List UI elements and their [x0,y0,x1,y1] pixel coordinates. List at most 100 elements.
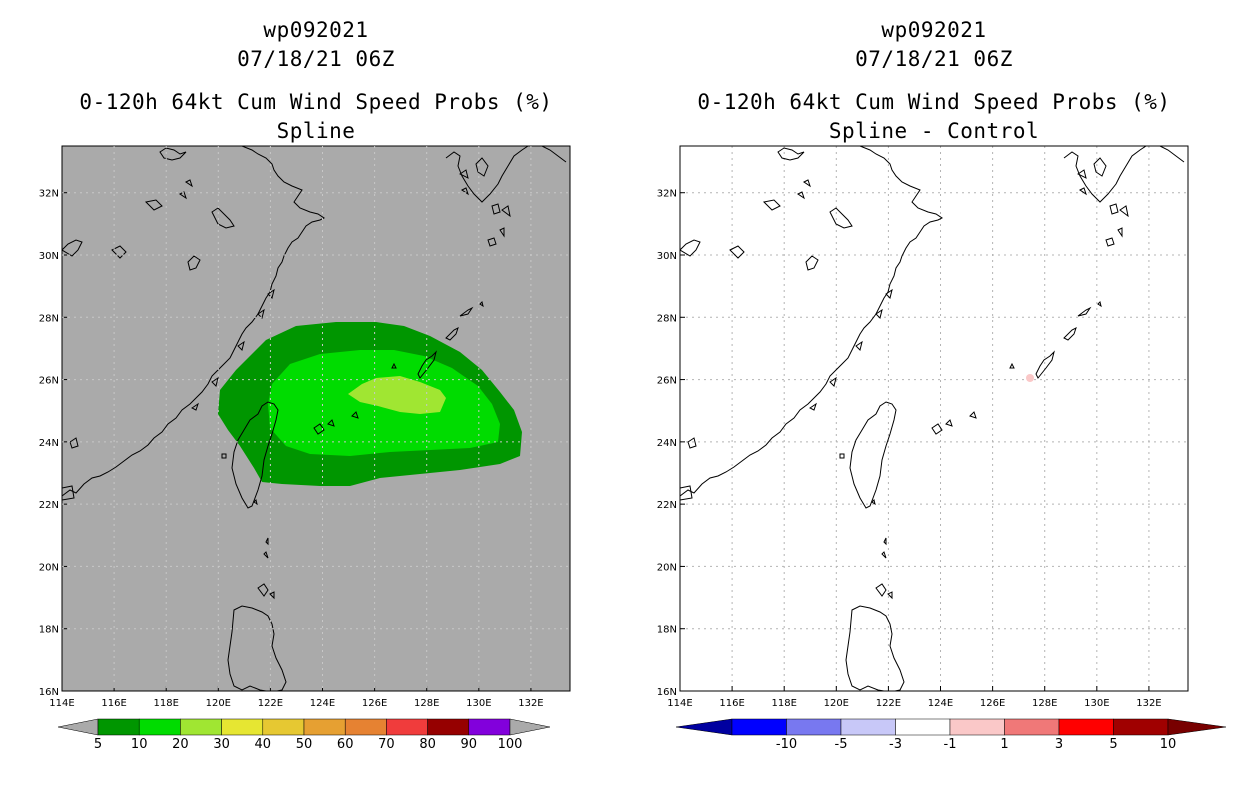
colorbar-swatch [344,718,387,736]
colorbar-swatch [303,718,346,736]
left-datetime: 07/18/21 06Z [237,47,395,71]
colorbar-label: 10 [131,737,148,752]
lon-tick-label: 122E [258,698,283,709]
left-storm-id: wp092021 [263,18,369,42]
colorbar-low-arrow [57,718,99,736]
right-title-block: wp092021 07/18/21 06Z 0-120h 64kt Cum Wi… [680,16,1188,146]
colorbar-label: 70 [378,737,395,752]
colorbar-swatch [949,718,1005,736]
lon-tick-label: 122E [876,698,901,709]
right-storm-id: wp092021 [881,18,987,42]
left-product-title: 0-120h 64kt Cum Wind Speed Probs (%) [79,90,553,114]
right-axis-ticks: 114E 116E 118E 120E 122E 124E 126E 128E 130E 132E… [657,189,1162,709]
colorbar-label: 20 [172,737,189,752]
colorbar-label: -1 [944,737,957,752]
prob-region-20 [348,376,446,414]
lat-tick-label: 22N [39,500,59,511]
lat-tick-label: 26N [657,376,677,387]
right-map-frame [679,145,1189,692]
lat-tick-label: 26N [39,376,59,387]
colorbar-label: -5 [835,737,848,752]
lon-tick-label: 132E [1136,698,1161,709]
colorbar-high-arrow [1167,718,1227,736]
lon-tick-label: 126E [362,698,387,709]
right-map: 114E 116E 118E 120E 122E 124E 126E 128E 130E 132E… [657,145,1189,709]
lat-tick-label: 24N [657,438,677,449]
colorbar-label: 5 [94,737,102,752]
colorbar-label: 30 [213,737,230,752]
left-colorbar: 5 10 20 30 40 50 60 70 80 90 100 [57,718,551,752]
colorbar-swatch [427,718,470,736]
lon-tick-label: 118E [154,698,179,709]
lat-tick-label: 32N [657,189,677,200]
colorbar-swatch [468,718,511,736]
lat-tick-label: 22N [657,500,677,511]
colorbar-swatch [1113,718,1169,736]
left-gridlines [62,146,570,691]
lon-tick-label: 128E [414,698,439,709]
lat-tick-label: 32N [39,189,59,200]
lon-tick-label: 114E [667,698,692,709]
lon-tick-label: 116E [719,698,744,709]
lon-tick-label: 124E [310,698,335,709]
lat-tick-label: 20N [39,562,59,573]
lat-tick-label: 18N [657,625,677,636]
lon-tick-label: 126E [980,698,1005,709]
lon-tick-label: 120E [206,698,231,709]
colorbar-label: 80 [419,737,436,752]
lon-tick-label: 118E [772,698,797,709]
colorbar-swatch [262,718,305,736]
colorbar-swatch [731,718,787,736]
left-axis-ticks: 114E 116E 118E 120E 122E 124E 126E 128E 130E 132E… [39,189,544,709]
colorbar-swatch [138,718,181,736]
colorbar-label: -10 [776,737,797,752]
colorbar-label: 10 [1160,737,1177,752]
right-datetime: 07/18/21 06Z [855,47,1013,71]
lon-tick-label: 130E [1084,698,1109,709]
colorbar-swatch [895,718,951,736]
left-subtitle: Spline [276,119,356,143]
lat-tick-label: 28N [39,313,59,324]
colorbar-label: -3 [889,737,902,752]
colorbar-swatch [97,718,140,736]
lat-tick-label: 28N [657,313,677,324]
lat-tick-label: 16N [39,687,59,698]
lon-tick-label: 124E [928,698,953,709]
lat-tick-label: 18N [39,625,59,636]
right-subtitle: Spline - Control [828,119,1040,143]
lon-tick-label: 120E [824,698,849,709]
lon-tick-label: 114E [49,698,74,709]
left-map-frame [61,145,571,692]
colorbar-swatch [180,718,222,736]
colorbar-swatch [1058,718,1114,736]
colorbar-high-arrow [509,718,551,736]
right-colorbar: -10 -5 -3 -1 1 3 5 10 [675,718,1227,752]
lon-tick-label: 128E [1032,698,1057,709]
lat-tick-label: 20N [657,562,677,573]
right-gridlines [680,146,1188,691]
lon-tick-label: 116E [101,698,126,709]
colorbar-swatch [1004,718,1060,736]
colorbar-swatch [221,718,264,736]
diff-region-1 [1026,374,1034,382]
colorbar-label: 90 [461,737,478,752]
right-product-title: 0-120h 64kt Cum Wind Speed Probs (%) [697,90,1171,114]
lon-tick-label: 132E [518,698,543,709]
right-map-background [680,146,1188,691]
left-title-block: wp092021 07/18/21 06Z 0-120h 64kt Cum Wi… [62,16,570,146]
lat-tick-label: 30N [657,251,677,262]
colorbar-label: 50 [296,737,313,752]
lon-tick-label: 130E [466,698,491,709]
lat-tick-label: 30N [39,251,59,262]
colorbar-low-arrow [675,718,733,736]
lat-tick-label: 24N [39,438,59,449]
colorbar-label: 100 [498,737,523,752]
colorbar-label: 3 [1055,737,1063,752]
left-map: 114E 116E 118E 120E 122E 124E 126E 128E 130E 132E… [39,145,571,709]
colorbar-label: 5 [1109,737,1117,752]
colorbar-label: 40 [255,737,272,752]
colorbar-swatch [386,718,428,736]
colorbar-label: 60 [337,737,354,752]
colorbar-swatch [840,718,896,736]
